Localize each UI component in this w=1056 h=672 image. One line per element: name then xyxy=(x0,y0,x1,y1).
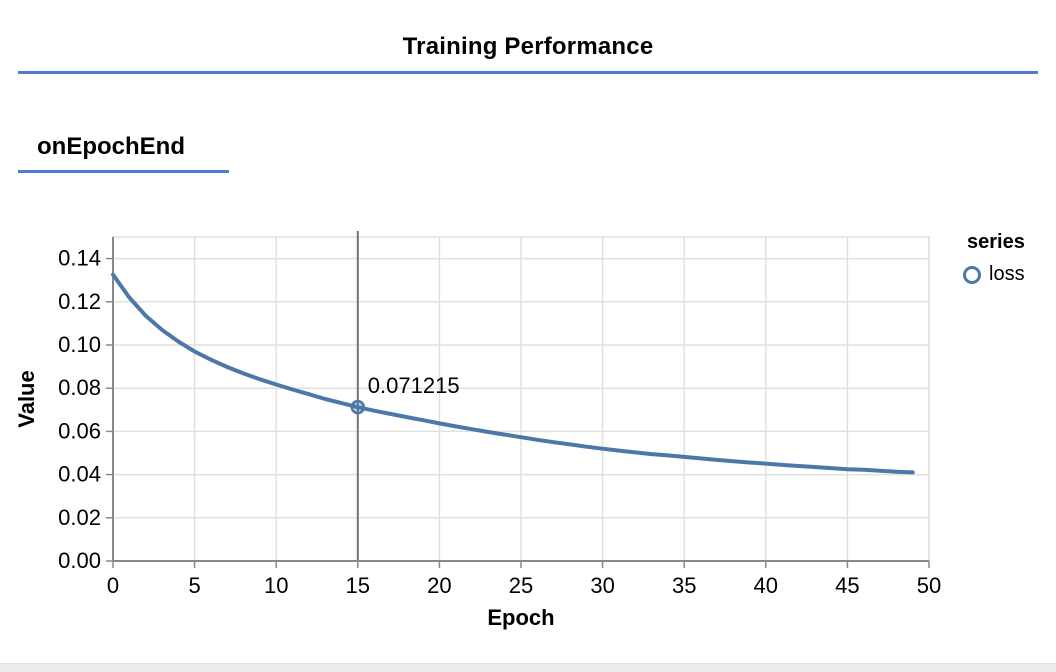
x-tick-label: 50 xyxy=(917,573,941,598)
legend-title: series xyxy=(967,231,1025,253)
x-tick-label: 30 xyxy=(590,573,614,598)
y-tick-label: 0.14 xyxy=(58,246,101,271)
y-tick-label: 0.10 xyxy=(58,332,101,357)
x-tick-label: 25 xyxy=(509,573,533,598)
highlight-point xyxy=(350,399,366,415)
x-tick-label: 45 xyxy=(835,573,859,598)
x-tick-label: 20 xyxy=(427,573,451,598)
bottom-divider-strip xyxy=(0,663,1056,672)
x-tick-label: 15 xyxy=(346,573,370,598)
y-tick-label: 0.00 xyxy=(58,548,101,573)
page-title: Training Performance xyxy=(402,33,654,60)
y-tick-label: 0.12 xyxy=(58,289,101,314)
x-tick-label: 35 xyxy=(672,573,696,598)
loss-line xyxy=(111,272,915,475)
y-tick-label: 0.08 xyxy=(58,375,101,400)
y-tick-label: 0.06 xyxy=(58,418,101,443)
chart-legend: series loss xyxy=(963,231,1025,286)
surface-title: onEpochEnd xyxy=(37,133,185,160)
surface-rule xyxy=(18,170,229,173)
x-tick-label: 40 xyxy=(754,573,778,598)
y-tick-label: 0.04 xyxy=(58,462,101,487)
title-rule xyxy=(18,71,1038,74)
legend-item-loss: loss xyxy=(963,263,1025,286)
x-axis-title: Epoch xyxy=(487,605,554,630)
y-tick-label: 0.02 xyxy=(58,505,101,530)
point-value-label: 0.071215 xyxy=(368,373,460,398)
plot-hover-region[interactable] xyxy=(113,237,929,561)
x-tick-label: 5 xyxy=(188,573,200,598)
legend-item-label: loss xyxy=(989,263,1025,285)
y-axis-title: Value xyxy=(14,370,39,427)
loss-series-symbol-icon xyxy=(963,265,981,284)
x-tick-label: 10 xyxy=(264,573,288,598)
x-tick-label: 0 xyxy=(107,573,119,598)
